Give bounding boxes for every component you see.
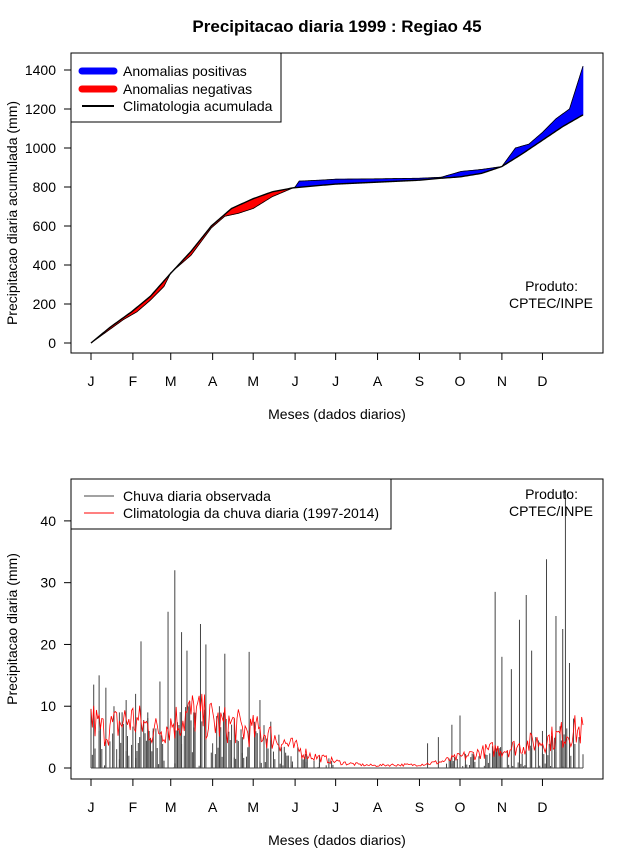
top-x-tick-label: M xyxy=(247,373,259,389)
top-y-tick-label: 0 xyxy=(48,335,56,351)
bottom-x-tick-label: M xyxy=(247,799,259,815)
top-x-tick-label: J xyxy=(292,373,299,389)
bottom-x-tick-label: F xyxy=(129,799,138,815)
top-series xyxy=(90,65,584,344)
top-y-tick-label: 1400 xyxy=(25,62,56,78)
top-x-tick-label: S xyxy=(415,373,424,389)
bottom-y-tick-label: 40 xyxy=(40,513,56,529)
top-y-tick-label: 600 xyxy=(33,218,57,234)
top-x-tick-label: J xyxy=(88,373,95,389)
legend-negative-label: Anomalias negativas xyxy=(123,81,252,97)
bottom-x-tick-label: M xyxy=(165,799,177,815)
daily-climatology-line xyxy=(90,693,584,768)
bottom-x-tick-label: A xyxy=(373,799,383,815)
top-x-tick-label: F xyxy=(129,373,138,389)
bottom-x-tick-label: O xyxy=(455,799,466,815)
daily-chart: 0 10 20 30 40 J F M A M J J A S O N D Precipitacao diar… xyxy=(4,478,604,848)
bottom-series xyxy=(90,490,584,769)
top-product-label: Produto: xyxy=(525,278,578,294)
climatology-accumulated-line xyxy=(90,114,584,344)
bottom-product-source: CPTEC/INPE xyxy=(509,503,593,519)
top-x-tick-label: A xyxy=(373,373,383,389)
top-legend: Anomalias positivas Anomalias negativas … xyxy=(70,52,282,123)
bottom-x-tick-label: D xyxy=(537,799,547,815)
bottom-x-tick-label: A xyxy=(208,799,218,815)
top-x-tick-label: J xyxy=(332,373,339,389)
top-x-tick-label: A xyxy=(208,373,218,389)
top-x-tick-label: M xyxy=(165,373,177,389)
bottom-product-label: Produto: xyxy=(525,486,578,502)
bottom-x-tick-label: S xyxy=(415,799,424,815)
top-y-tick-label: 1000 xyxy=(25,140,56,156)
top-y-tick-label: 200 xyxy=(33,296,57,312)
top-x-axis-label: Meses (dados diarios) xyxy=(268,406,406,422)
bottom-y-tick-label: 10 xyxy=(40,698,56,714)
top-x-tick-label: N xyxy=(497,373,507,389)
figure-title: Precipitacao diaria 1999 : Regiao 45 xyxy=(192,17,481,36)
top-y-tick-label: 400 xyxy=(33,257,57,273)
bottom-x-tick-label: J xyxy=(292,799,299,815)
legend-positive-label: Anomalias positivas xyxy=(123,63,247,79)
bottom-y-tick-label: 20 xyxy=(40,636,56,652)
top-y-tick-label: 1200 xyxy=(25,101,56,117)
bottom-x-tick-label: J xyxy=(88,799,95,815)
top-y-axis: 0 200 400 600 800 1000 1200 1400 xyxy=(25,62,72,351)
top-y-axis-label: Precipitacao diaria acumulada (mm) xyxy=(4,101,20,325)
bottom-legend-box xyxy=(70,478,392,530)
bottom-x-tick-label: J xyxy=(332,799,339,815)
bottom-y-axis: 0 10 20 30 40 xyxy=(40,513,72,776)
bottom-legend: Chuva diaria observada Climatologia da c… xyxy=(70,478,392,530)
bottom-y-tick-label: 0 xyxy=(48,760,56,776)
top-x-tick-label: O xyxy=(455,373,466,389)
bottom-x-axis-label: Meses (dados diarios) xyxy=(268,832,406,848)
bottom-y-tick-label: 30 xyxy=(40,575,56,591)
top-x-tick-label: D xyxy=(537,373,547,389)
top-y-tick-label: 800 xyxy=(33,179,57,195)
bottom-x-tick-label: N xyxy=(497,799,507,815)
legend-climatology-label: Climatologia acumulada xyxy=(123,98,273,114)
bottom-y-axis-label: Precipitacao diaria (mm) xyxy=(4,553,20,705)
top-product-source: CPTEC/INPE xyxy=(509,295,593,311)
legend-observed-label: Chuva diaria observada xyxy=(123,488,271,504)
legend-daily-climatology-label: Climatologia da chuva diaria (1997-2014) xyxy=(123,505,379,521)
accumulated-chart: 0 200 400 600 800 1000 1200 1400 J F M A M J J A S O N D P… xyxy=(4,52,604,422)
